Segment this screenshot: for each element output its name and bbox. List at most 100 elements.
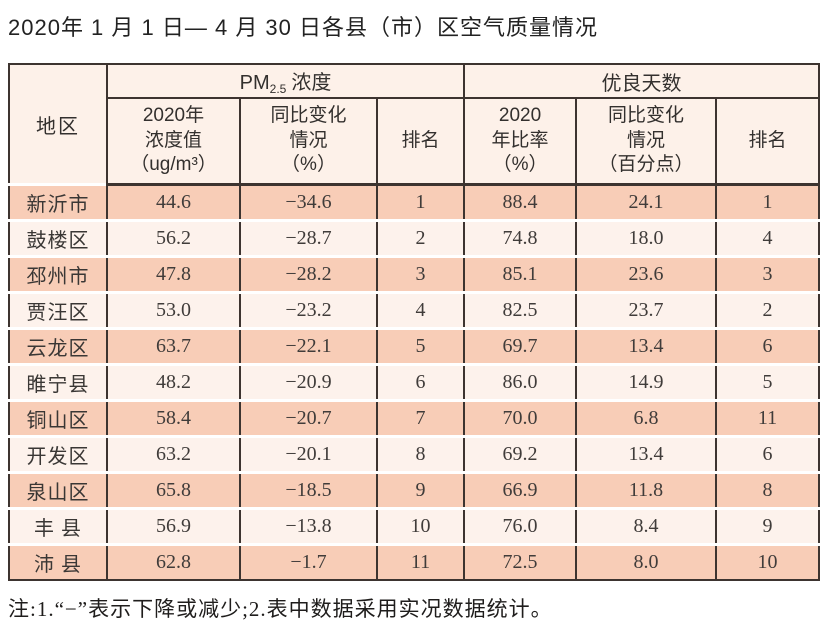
cell-good-rate: 76.0 (463, 507, 578, 545)
cell-good-change: 24.1 (575, 183, 718, 221)
cell-pm-rank: 5 (375, 327, 466, 365)
cell-good-rate: 74.8 (463, 219, 578, 257)
table-row: 鼓楼区 56.2 −28.7 2 74.8 18.0 4 (8, 219, 821, 257)
group-header-row: 地区 PM2.5 浓度 优良天数 (8, 64, 821, 186)
cell-pm-rank: 11 (375, 543, 466, 580)
cell-pm-rank: 8 (375, 435, 466, 473)
cell-region: 铜山区 (8, 399, 108, 437)
header-pm-value: 2020年 浓度值 （ug/m³） (106, 98, 241, 186)
cell-pm-value: 53.0 (106, 291, 241, 329)
cell-region: 睢宁县 (8, 363, 108, 401)
cell-good-rank: 11 (715, 399, 821, 437)
cell-good-rate: 69.7 (463, 327, 578, 365)
cell-pm-rank: 10 (375, 507, 466, 545)
cell-good-change: 8.0 (575, 543, 718, 580)
cell-pm-rank: 1 (375, 183, 466, 221)
header-region: 地区 (8, 64, 108, 186)
header-pm-change: 同比变化 情况 （%） (239, 98, 378, 186)
page-title: 2020年 1 月 1 日— 4 月 30 日各县（市）区空气质量情况 (8, 15, 599, 40)
cell-pm-rank: 2 (375, 219, 466, 257)
cell-good-rank: 1 (715, 183, 821, 221)
cell-pm-value: 44.6 (106, 183, 241, 221)
table-row: 邳州市 47.8 −28.2 3 85.1 23.6 3 (8, 255, 821, 293)
pm-suffix-label: 浓度 (291, 72, 332, 94)
header-good-days-group: 优良天数 (463, 64, 821, 99)
cell-pm-value: 56.2 (106, 219, 241, 257)
cell-good-rate: 70.0 (463, 399, 578, 437)
cell-good-change: 14.9 (575, 363, 718, 401)
cell-region: 泉山区 (8, 471, 108, 509)
cell-region: 鼓楼区 (8, 219, 108, 257)
cell-pm-change: −13.8 (239, 507, 378, 545)
header-good-rate: 2020 年比率 （%） (463, 98, 578, 186)
table-body: 新沂市 44.6 −34.6 1 88.4 24.1 1 鼓楼区 56.2 −2… (8, 183, 821, 580)
cell-pm-change: −20.1 (239, 435, 378, 473)
cell-good-rate: 86.0 (463, 363, 578, 401)
cell-pm-value: 63.2 (106, 435, 241, 473)
cell-good-change: 13.4 (575, 435, 718, 473)
table-row: 泉山区 65.8 −18.5 9 66.9 11.8 8 (8, 471, 821, 509)
cell-good-rank: 6 (715, 435, 821, 473)
air-quality-table: 地区 PM2.5 浓度 优良天数 2020年 浓度值 （ug/m³） 同比变化 情… (8, 63, 821, 581)
cell-region: 邳州市 (8, 255, 108, 293)
cell-pm-value: 56.9 (106, 507, 241, 545)
cell-good-rank: 3 (715, 255, 821, 293)
cell-good-rank: 9 (715, 507, 821, 545)
cell-good-rank: 6 (715, 327, 821, 365)
footnote: 注:1.“−”表示下降或减少;2.表中数据采用实况数据统计。 (8, 597, 553, 620)
cell-good-rank: 4 (715, 219, 821, 257)
cell-good-change: 13.4 (575, 327, 718, 365)
cell-good-rate: 69.2 (463, 435, 578, 473)
cell-pm-change: −20.9 (239, 363, 378, 401)
cell-good-rank: 8 (715, 471, 821, 509)
table-row: 新沂市 44.6 −34.6 1 88.4 24.1 1 (8, 183, 821, 221)
table-header: 地区 PM2.5 浓度 优良天数 2020年 浓度值 （ug/m³） 同比变化 情… (8, 64, 821, 186)
cell-pm-value: 63.7 (106, 327, 241, 365)
cell-pm-change: −22.1 (239, 327, 378, 365)
cell-good-rank: 2 (715, 291, 821, 329)
cell-good-change: 18.0 (575, 219, 718, 257)
cell-good-change: 23.6 (575, 255, 718, 293)
cell-pm-rank: 9 (375, 471, 466, 509)
header-pm-rank: 排名 (375, 98, 466, 186)
cell-pm-value: 65.8 (106, 471, 241, 509)
cell-region: 丰 县 (8, 507, 108, 545)
cell-pm-value: 47.8 (106, 255, 241, 293)
table-row: 开发区 63.2 −20.1 8 69.2 13.4 6 (8, 435, 821, 473)
cell-pm-change: −28.7 (239, 219, 378, 257)
cell-good-rate: 85.1 (463, 255, 578, 293)
cell-pm-change: −28.2 (239, 255, 378, 293)
cell-good-rank: 10 (715, 543, 821, 580)
table-row: 睢宁县 48.2 −20.9 6 86.0 14.9 5 (8, 363, 821, 401)
cell-region: 云龙区 (8, 327, 108, 365)
pm-subscript: 2.5 (269, 82, 287, 96)
cell-pm-change: −1.7 (239, 543, 378, 580)
cell-pm-value: 62.8 (106, 543, 241, 580)
cell-region: 贾汪区 (8, 291, 108, 329)
pm-label: PM (239, 72, 270, 94)
cell-good-rank: 5 (715, 363, 821, 401)
cell-good-change: 23.7 (575, 291, 718, 329)
table-row: 沛 县 62.8 −1.7 11 72.5 8.0 10 (8, 543, 821, 580)
cell-pm-rank: 4 (375, 291, 466, 329)
cell-region: 沛 县 (8, 543, 108, 580)
cell-pm-rank: 6 (375, 363, 466, 401)
cell-pm-rank: 7 (375, 399, 466, 437)
table-row: 云龙区 63.7 −22.1 5 69.7 13.4 6 (8, 327, 821, 365)
cell-pm-change: −34.6 (239, 183, 378, 221)
cell-pm-change: −20.7 (239, 399, 378, 437)
cell-pm-rank: 3 (375, 255, 466, 293)
cell-pm-change: −18.5 (239, 471, 378, 509)
cell-region: 新沂市 (8, 183, 108, 221)
cell-good-rate: 72.5 (463, 543, 578, 580)
sub-header-row: 2020年 浓度值 （ug/m³） 同比变化 情况 （%） 排名 2020 年比… (9, 98, 821, 186)
table-row: 铜山区 58.4 −20.7 7 70.0 6.8 11 (8, 399, 821, 437)
cell-good-change: 6.8 (575, 399, 718, 437)
cell-pm-value: 58.4 (106, 399, 241, 437)
cell-good-change: 8.4 (575, 507, 718, 545)
cell-good-rate: 82.5 (463, 291, 578, 329)
header-good-change: 同比变化 情况 （百分点） (575, 98, 718, 186)
header-good-rank: 排名 (715, 98, 821, 186)
cell-good-rate: 66.9 (463, 471, 578, 509)
cell-pm-value: 48.2 (106, 363, 241, 401)
